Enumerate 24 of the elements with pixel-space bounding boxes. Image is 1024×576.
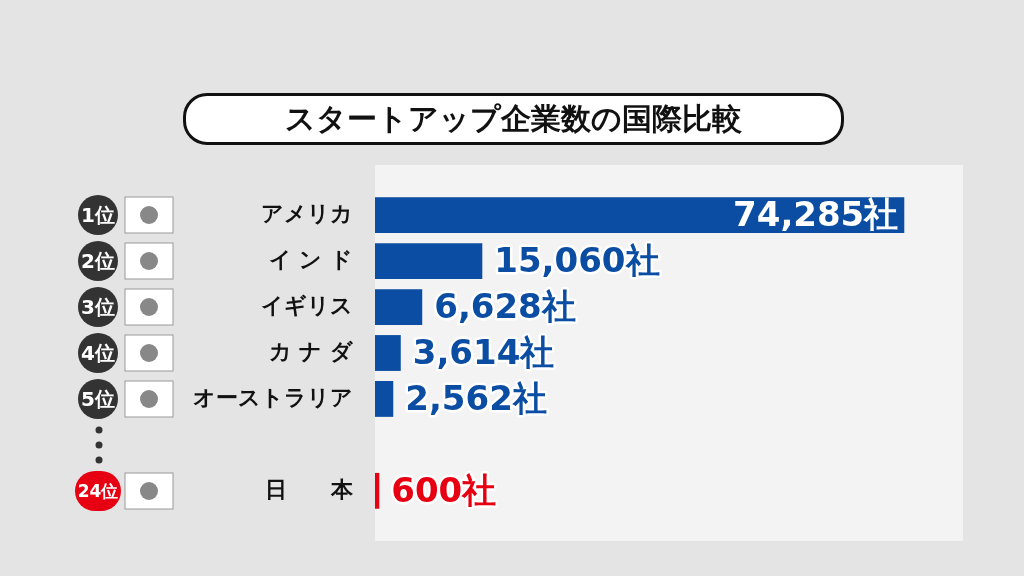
data-label: 6,628社 — [434, 285, 576, 326]
y-tick-label: オーストラリア — [193, 384, 353, 410]
text: 24位 — [75, 470, 121, 511]
y-tick-label: アメリカ — [261, 200, 353, 226]
text: 1位 — [78, 195, 118, 236]
bar — [375, 472, 380, 509]
bar — [375, 335, 401, 371]
data-label: 600社 — [391, 469, 497, 510]
text: 4位 — [78, 333, 118, 373]
y-tick-label: 日 本 — [265, 476, 354, 502]
chart-title: スタートアップ企業数の国際比較 — [183, 93, 844, 145]
y-tick-label: カ ナ ダ — [268, 338, 354, 364]
data-label: 74,285社 — [733, 194, 899, 234]
y-tick-label: イギリス — [261, 292, 353, 318]
text: 2位 — [78, 241, 118, 282]
data-label: 15,060社 — [494, 239, 660, 280]
data-label: 2,562社 — [405, 377, 547, 418]
text: 5位 — [78, 378, 118, 419]
bar — [375, 381, 394, 417]
bar — [375, 243, 483, 280]
data-label: 3,614社 — [412, 331, 555, 372]
text: 3位 — [78, 287, 118, 328]
y-tick-label: イ ン ド — [268, 246, 353, 272]
bar — [375, 289, 423, 325]
